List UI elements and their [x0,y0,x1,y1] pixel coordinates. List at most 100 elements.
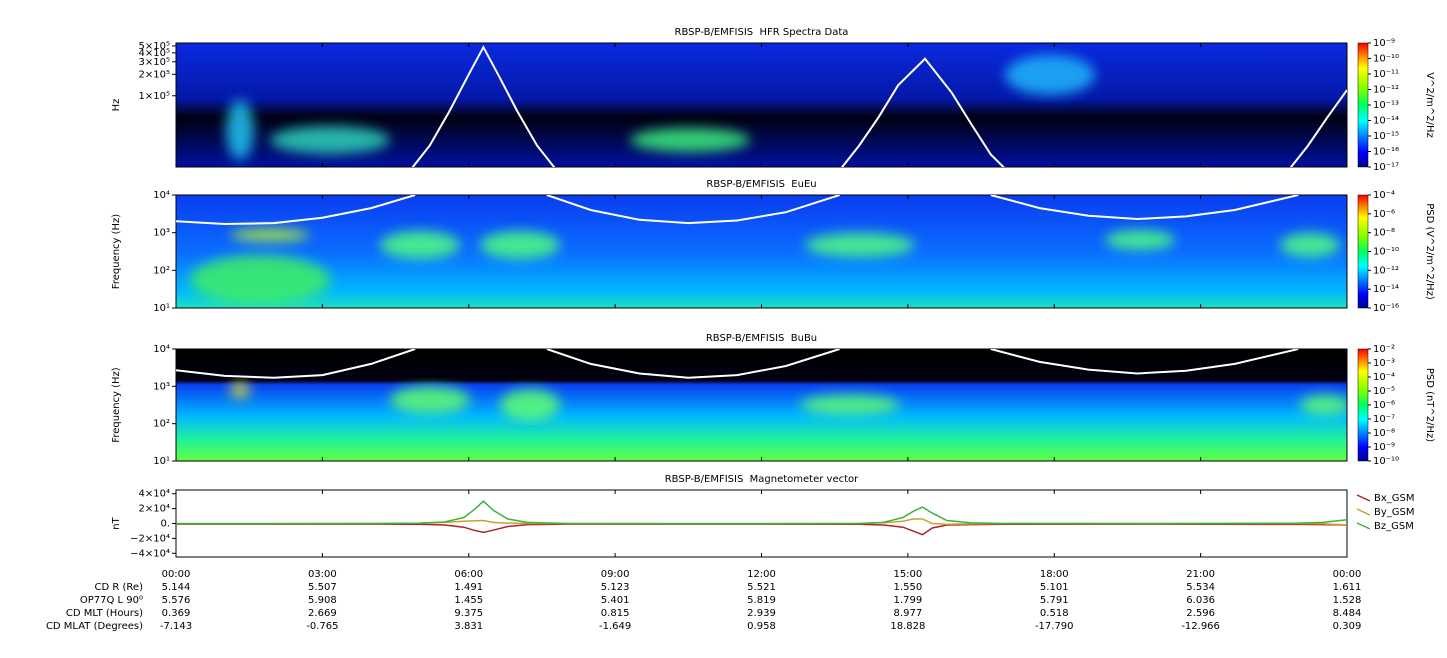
x-tick-label: 12:00 [747,569,776,580]
ephemeris-value: 1.528 [1333,595,1362,606]
colorbar-label: PSD (V^2/m^2/Hz) [1424,203,1435,300]
y-tick-label: 10⁴ [153,190,170,201]
x-tick-label: 21:00 [1186,569,1215,580]
y-tick-label: 10¹ [153,456,170,467]
ephemeris-value: 1.799 [894,595,923,606]
y-tick-label: 0. [160,519,170,530]
colorbar-tick-label: 10⁻² [1373,344,1395,355]
y-tick-label: 10³ [153,228,170,239]
y-tick-label: 10² [153,419,170,430]
colorbar-tick-label: 10⁻⁴ [1373,372,1395,383]
colorbar-tick-label: 10⁻¹⁰ [1373,456,1399,467]
legend-swatch [1356,494,1371,502]
spectrogram-background [176,43,1347,461]
colorbar-tick-label: 10⁻⁸ [1373,428,1395,439]
colorbar-tick-label: 10⁻¹⁰ [1373,54,1399,65]
ephemeris-value: 8.484 [1333,608,1362,619]
y-tick-label: 4×10⁵ [139,48,170,59]
ephemeris-label: OP77Q L 90⁰ [80,595,143,606]
y-axis-label: Hz [111,99,122,112]
y-tick-label: 4×10⁴ [139,489,170,500]
ephemeris-value: -17.790 [1035,621,1074,632]
ephemeris-value: 0.958 [747,621,776,632]
ephemeris-value: -12.966 [1181,621,1220,632]
ephemeris-value: 0.518 [1040,608,1069,619]
ephemeris-value: 8.977 [894,608,923,619]
ephemeris-label: CD MLAT (Degrees) [46,621,143,632]
colorbar-tick-label: 10⁻⁵ [1373,386,1395,397]
colorbar-tick-label: 10⁻¹¹ [1373,69,1399,80]
ephemeris-value: 5.908 [308,595,337,606]
ephemeris-value: 5.101 [1040,582,1069,593]
colorbar-tick-label: 10⁻¹⁴ [1373,116,1399,127]
colorbar-tick-label: 10⁻¹⁴ [1373,284,1399,295]
ephemeris-value: -1.649 [599,621,631,632]
ephemeris-value: 0.815 [601,608,630,619]
colorbar-label: PSD (nT^2/Hz) [1424,368,1435,442]
legend-swatch [1356,508,1371,516]
ephemeris-label: CD MLT (Hours) [66,608,143,619]
colorbar-tick-label: 10⁻¹² [1373,85,1399,96]
y-axis-label: nT [111,516,122,529]
legend-label: Bx_GSM [1374,493,1415,504]
ephemeris-value: 5.507 [308,582,337,593]
colorbar-tick-label: 10⁻¹⁵ [1373,131,1399,142]
legend-label: By_GSM [1374,507,1415,518]
curve-group [176,349,1299,379]
colorbar-tick-label: 10⁻³ [1373,358,1395,369]
colorbar-tick-label: 10⁻⁶ [1373,209,1395,220]
y-tick-label: 2×10⁵ [139,69,170,80]
ephemeris-value: 5.791 [1040,595,1069,606]
ephemeris-value: 9.375 [454,608,483,619]
y-tick-label: 3×10⁵ [139,57,170,68]
ephemeris-value: 1.611 [1333,582,1362,593]
ephemeris-value: 1.550 [894,582,923,593]
legend-swatch [1356,522,1371,530]
legend-label: Bz_GSM [1374,521,1414,532]
ephemeris-value: 5.819 [747,595,776,606]
ephemeris-value: 1.491 [454,582,483,593]
ephemeris-value: 0.309 [1333,621,1362,632]
ephemeris-value: 5.534 [1186,582,1215,593]
x-tick-label: 00:00 [162,569,191,580]
y-axis-label: Frequency (Hz) [111,214,122,290]
curve-group [176,195,1299,226]
colorbar-tick-label: 10⁻¹⁷ [1373,162,1399,173]
x-tick-label: 15:00 [893,569,922,580]
curve-group [411,45,1347,167]
y-tick-label: −2×10⁴ [130,533,170,544]
y-tick-label: 10² [153,265,170,276]
panel-title: RBSP-B/EMFISIS HFR Spectra Data [675,27,849,38]
cyclotron-curve [176,349,1299,379]
x-tick-label: 18:00 [1040,569,1069,580]
ephemeris-value: 18.828 [890,621,925,632]
y-axis-label: Frequency (Hz) [111,367,122,443]
cyclotron-curve [176,195,1299,226]
ephemeris-value: 5.401 [601,595,630,606]
colorbar-label: V^2/m^2/Hz [1424,72,1435,138]
x-tick-label: 03:00 [308,569,337,580]
y-tick-label: 2×10⁴ [139,504,170,515]
colorbar-tick-label: 10⁻⁸ [1373,228,1395,239]
ephemeris-value: 5.576 [162,595,191,606]
colorbar-tick-label: 10⁻⁷ [1373,414,1395,425]
y-tick-label: 10¹ [153,303,170,314]
panel-title: RBSP-B/EMFISIS BuBu [706,333,817,344]
y-tick-label: −4×10⁴ [130,548,170,559]
colorbar-tick-label: 10⁻⁶ [1373,400,1395,411]
ephemeris-value: 5.144 [162,582,191,593]
ephemeris-value: 6.036 [1186,595,1215,606]
colorbar [1357,348,1369,462]
ephemeris-value: -0.765 [306,621,338,632]
colorbar-tick-label: 10⁻¹² [1373,265,1399,276]
colorbar [1357,194,1369,309]
colorbar-tick-label: 10⁻⁹ [1373,442,1395,453]
series-line [176,500,1348,525]
ephemeris-value: 2.596 [1186,608,1215,619]
colorbar [1357,42,1369,168]
y-tick-label: 10³ [153,381,170,392]
colorbar-tick-label: 10⁻⁹ [1373,38,1395,49]
x-tick-label: 06:00 [454,569,483,580]
colorbar-tick-label: 10⁻¹³ [1373,100,1399,111]
colorbar-tick-label: 10⁻⁴ [1373,190,1395,201]
